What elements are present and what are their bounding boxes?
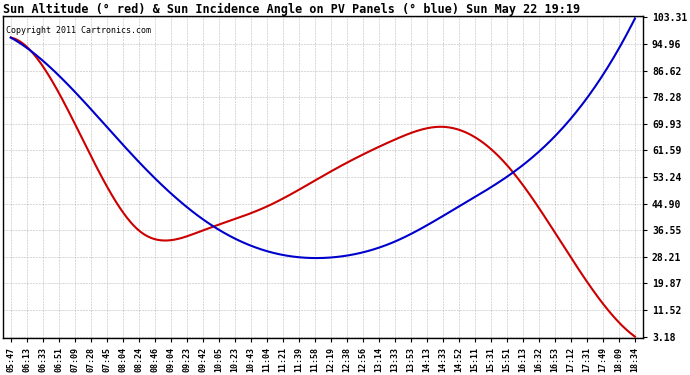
Text: Copyright 2011 Cartronics.com: Copyright 2011 Cartronics.com xyxy=(6,26,151,34)
Text: Sun Altitude (° red) & Sun Incidence Angle on PV Panels (° blue) Sun May 22 19:1: Sun Altitude (° red) & Sun Incidence Ang… xyxy=(3,3,580,16)
